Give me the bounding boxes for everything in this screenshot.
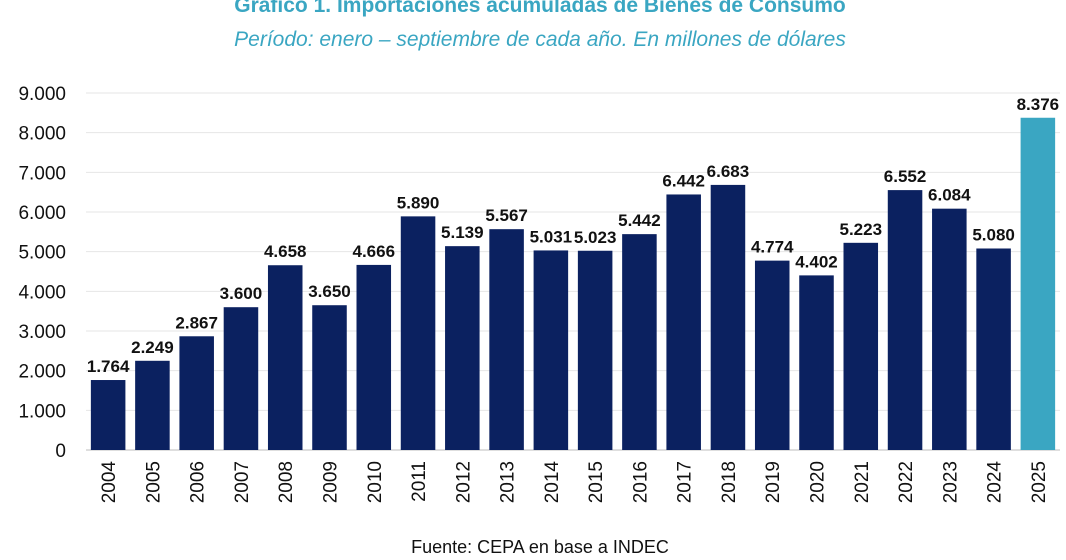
x-tick-label-2017: 2017 (675, 461, 696, 503)
data-label-2012: 5.139 (441, 223, 484, 242)
bar-2005 (135, 360, 170, 450)
x-tick-label-2005: 2005 (143, 461, 164, 503)
bar-2025 (1020, 117, 1056, 450)
bars (90, 117, 1056, 451)
data-label-2020: 4.402 (795, 252, 838, 271)
bar-2008 (267, 265, 303, 450)
chart-subtitle: Período: enero – septiembre de cada año.… (234, 28, 846, 51)
y-tick-label: 4.000 (18, 282, 66, 303)
data-label-2019: 4.774 (751, 238, 794, 257)
x-tick-label-2013: 2013 (498, 461, 519, 503)
bar-2014 (533, 250, 569, 450)
x-tick-label-2010: 2010 (365, 461, 386, 503)
data-label-2018: 6.683 (707, 162, 750, 181)
bar-2016 (622, 234, 657, 450)
x-tick-label-2019: 2019 (763, 461, 784, 503)
bar-chart: 0 1.000 2.000 3.000 4.000 5.000 6.000 7.000 8.00… (18, 84, 1060, 504)
bar-2004 (90, 380, 126, 450)
x-axis: 2004 2005 2006 2007 2008 2009 2010 2011 2012 2013… (99, 461, 1050, 504)
x-tick-label-2006: 2006 (188, 461, 209, 503)
chart-title: Gráfico 1. Importaciones acumuladas de B… (234, 0, 846, 17)
bar-2022 (887, 190, 923, 450)
data-label-2005: 2.249 (131, 338, 174, 357)
x-tick-label-2018: 2018 (719, 461, 740, 503)
y-tick-label: 3.000 (18, 322, 66, 343)
y-tick-label: 9.000 (18, 84, 66, 105)
x-tick-label-2007: 2007 (232, 461, 253, 503)
bar-2021 (843, 242, 879, 450)
x-tick-label-2024: 2024 (985, 461, 1006, 504)
bar-2006 (179, 336, 214, 450)
x-tick-label-2021: 2021 (852, 461, 873, 503)
y-tick-label: 0 (55, 441, 66, 462)
bar-2023 (932, 208, 967, 450)
data-label-2016: 5.442 (618, 211, 661, 230)
bar-2011 (400, 216, 436, 450)
x-tick-label-2016: 2016 (630, 461, 651, 503)
data-label-2025: 8.376 (1017, 95, 1060, 114)
data-label-2009: 3.650 (308, 282, 351, 301)
data-label-2024: 5.080 (972, 225, 1015, 244)
bar-2007 (223, 307, 259, 450)
bar-2013 (489, 229, 524, 450)
bar-2024 (976, 248, 1011, 450)
bar-2012 (445, 246, 480, 450)
y-tick-label: 5.000 (18, 243, 66, 264)
bar-2018 (710, 184, 746, 451)
x-tick-label-2022: 2022 (896, 461, 917, 503)
x-tick-label-2015: 2015 (586, 461, 607, 503)
x-tick-label-2009: 2009 (321, 461, 342, 503)
data-label-2015: 5.023 (574, 228, 617, 247)
data-label-2006: 2.867 (175, 313, 218, 332)
data-label-2017: 6.442 (662, 171, 705, 190)
bar-2015 (577, 250, 613, 450)
x-tick-label-2011: 2011 (409, 461, 430, 502)
x-tick-label-2012: 2012 (453, 461, 474, 503)
data-label-2013: 5.567 (485, 206, 528, 225)
bar-2020 (799, 275, 834, 450)
data-label-2021: 5.223 (839, 220, 882, 239)
data-label-2010: 4.666 (352, 242, 395, 261)
bar-2019 (754, 260, 790, 450)
data-label-2008: 4.658 (264, 242, 307, 261)
data-label-2007: 3.600 (220, 284, 263, 303)
data-label-2011: 5.890 (397, 193, 440, 212)
y-tick-label: 8.000 (18, 124, 66, 145)
y-axis: 0 1.000 2.000 3.000 4.000 5.000 6.000 7.000 8.00… (18, 84, 66, 462)
bar-2010 (356, 264, 392, 450)
x-tick-label-2020: 2020 (808, 461, 829, 503)
y-tick-label: 1.000 (18, 401, 66, 422)
data-label-2004: 1.764 (87, 357, 130, 376)
y-tick-label: 6.000 (18, 203, 66, 224)
x-tick-label-2014: 2014 (542, 461, 563, 504)
x-tick-label-2004: 2004 (99, 461, 120, 504)
y-tick-label: 7.000 (18, 163, 66, 184)
data-label-2023: 6.084 (928, 186, 971, 205)
x-tick-label-2025: 2025 (1029, 461, 1050, 503)
data-label-2022: 6.552 (884, 167, 927, 186)
bar-2017 (666, 194, 701, 450)
source-note: Fuente: CEPA en base a INDEC (411, 537, 669, 557)
x-tick-label-2008: 2008 (276, 461, 297, 503)
bar-2009 (312, 305, 347, 450)
y-tick-label: 2.000 (18, 362, 66, 383)
x-tick-label-2023: 2023 (940, 461, 961, 503)
data-label-2014: 5.031 (530, 227, 573, 246)
